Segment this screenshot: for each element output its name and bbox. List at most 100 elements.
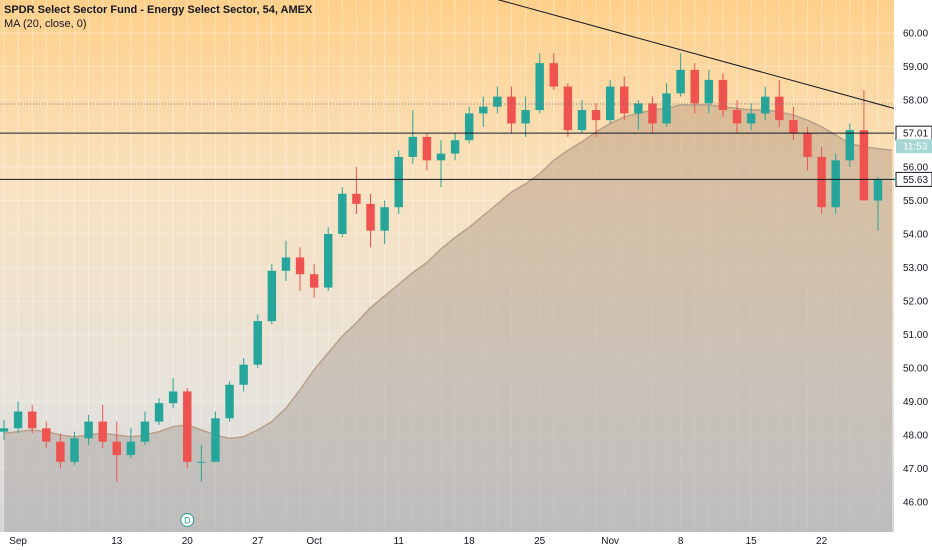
candle-body [225,384,234,419]
time-tick-label: 8 [678,536,684,547]
candle [366,193,375,248]
candle-body [112,441,122,456]
candle-body [831,160,840,208]
price-tick-label: 46.00 [903,498,928,509]
ma-line [3,104,893,440]
candle-body [309,274,319,288]
price-line-label[interactable]: 57.01 11:53 [895,125,932,154]
candle [521,96,530,137]
candle-body [493,96,502,107]
candle [211,411,220,462]
candle-body [84,421,93,439]
candle-body [352,193,361,204]
time-tick-label: 25 [534,536,546,547]
candle-body [873,179,883,201]
candle-body [56,441,65,462]
time-tick-label: 11 [394,536,405,547]
candle [535,53,544,114]
candle [352,167,361,214]
time-tick-label: Sep [9,536,27,547]
candle-body [549,63,559,87]
candle-body [789,120,798,134]
price-tick-label: 51.00 [903,330,928,341]
candle [817,146,826,214]
event-markers[interactable]: D [180,513,195,527]
candle [56,433,65,469]
price-tick-label: 56.00 [903,163,928,174]
candle [746,103,756,131]
candle-body [760,96,770,114]
candle-body [140,421,150,442]
candle-body [295,257,305,275]
candle [507,86,516,134]
trend-line [497,0,894,109]
countdown-text: 11:53 [903,142,928,153]
price-tick-label: 47.00 [903,464,928,475]
candle-body [27,411,37,429]
candle-body [521,110,530,124]
candle-body [591,110,601,121]
candle-body [338,193,347,234]
candle-body [70,438,79,462]
candle [323,227,333,291]
candle-body [563,86,573,131]
price-tick-label: 54.00 [903,230,928,241]
candle-body [845,130,855,161]
candle [42,421,51,449]
candle [732,100,742,134]
candle-body [690,69,699,104]
candle [309,264,319,298]
price-tick-label: 55.00 [903,196,928,207]
candle [239,357,248,392]
candle [577,100,587,134]
price-label-text: 55.63 [903,175,928,186]
ma-area [4,105,893,532]
candle [479,96,488,127]
candle [775,79,784,127]
price-tick-label: 53.00 [903,263,928,274]
candle-body [803,133,812,157]
candle [422,133,432,171]
candle [98,404,107,449]
candle [267,264,277,325]
candle [803,126,812,171]
candle-body [577,110,587,131]
dividend-marker-label: D [184,516,191,526]
candle [845,123,855,167]
time-axis: Sep 13 20 27 Oct 11 18 25 Nov 8 15 22 [9,536,827,547]
candle [70,431,79,466]
dividend-marker[interactable]: D [180,513,195,527]
candle [13,401,23,434]
price-tick-label: 49.00 [903,397,928,408]
candle-body [479,106,488,114]
time-axis-background [0,532,932,550]
candle-body [662,93,671,124]
candle [154,398,164,425]
price-tick-label: 58.00 [903,96,928,107]
candle [0,419,9,441]
candle-body [183,391,192,462]
candle [394,150,403,214]
candle [464,106,474,144]
countdown-box [896,139,932,154]
candle-body [634,103,643,114]
time-tick-label: 15 [746,536,758,547]
candle [126,428,136,459]
candle [183,388,192,469]
candle [112,421,122,482]
time-tick-label: 13 [111,536,123,547]
price-tick-label: 52.00 [903,297,928,308]
chart-title: SPDR Select Sector Fund - Energy Select … [4,4,313,16]
candle [408,110,418,164]
candle [873,177,883,231]
candle-body [323,234,333,288]
candle-body [859,130,869,201]
price-tick-label: 59.00 [903,62,928,73]
candle-body [436,153,446,161]
time-tick-label: Oct [306,536,322,547]
candle-body [126,441,136,456]
price-line-label[interactable]: 55.63 [895,171,932,187]
candle-body [422,136,432,161]
candle [676,53,685,97]
drawings [0,0,894,180]
